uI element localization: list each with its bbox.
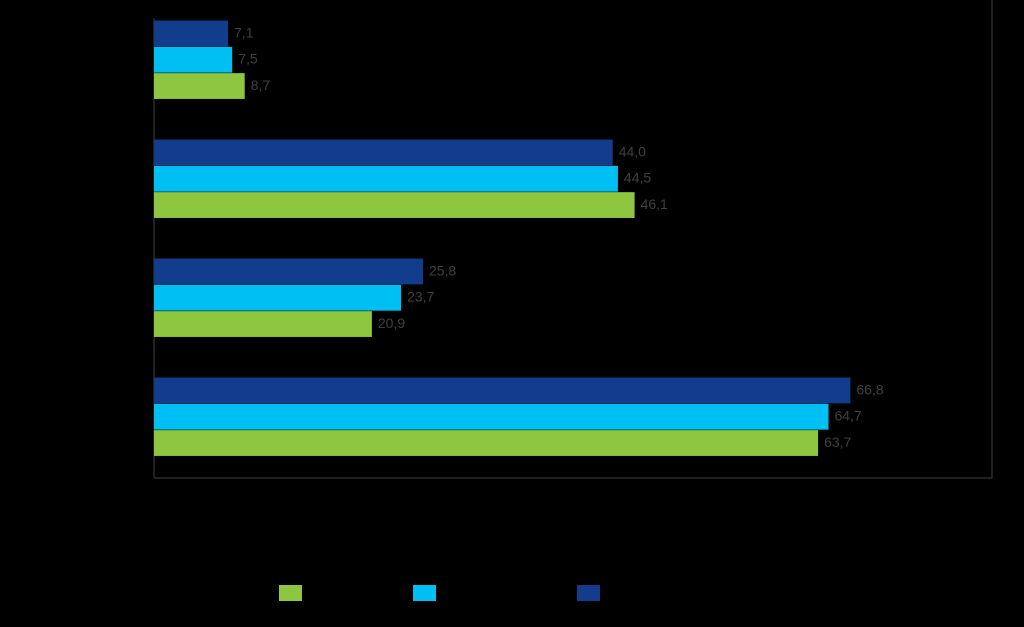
value-label: 66,8	[856, 381, 883, 397]
value-label: 64,7	[834, 408, 861, 424]
bar	[154, 139, 613, 166]
bar	[154, 311, 372, 337]
value-label: 44,0	[619, 143, 646, 159]
legend-swatch	[577, 585, 600, 601]
value-label: 23,7	[407, 289, 434, 305]
bar	[154, 20, 229, 47]
legend-swatch	[413, 585, 436, 601]
bar	[154, 284, 402, 311]
legend-swatch	[279, 585, 302, 601]
bar	[154, 73, 245, 99]
value-label: 44,5	[624, 170, 651, 186]
bar	[154, 430, 819, 456]
bar	[154, 192, 635, 218]
value-label: 7,1	[234, 24, 254, 40]
value-label: 20,9	[378, 315, 405, 331]
bar	[154, 403, 829, 430]
value-label: 8,7	[251, 77, 271, 93]
bar	[154, 258, 423, 285]
bar	[154, 165, 618, 192]
value-label: 25,8	[429, 262, 456, 278]
bar	[154, 377, 851, 404]
value-label: 7,5	[238, 51, 258, 67]
value-label: 63,7	[824, 434, 851, 450]
value-label: 46,1	[641, 196, 668, 212]
bar	[154, 46, 233, 73]
